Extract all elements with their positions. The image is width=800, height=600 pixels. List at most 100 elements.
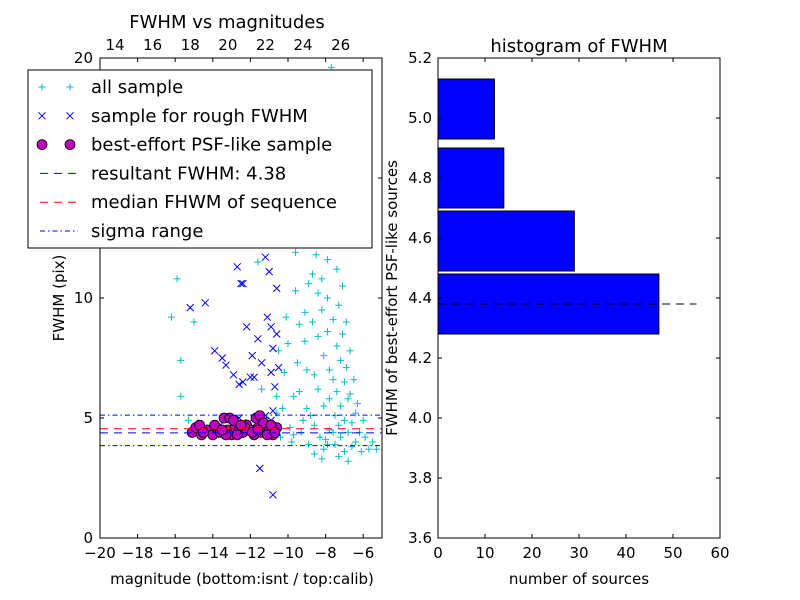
point-x-21	[267, 368, 275, 377]
point-circle-30	[209, 419, 221, 431]
point-plus-71	[333, 265, 341, 273]
point-plus-105	[318, 455, 326, 463]
point-x-18	[263, 313, 272, 322]
point-plus-22	[292, 287, 300, 295]
point-plus-95	[352, 438, 360, 446]
point-plus-48	[318, 275, 326, 283]
left-plot-area	[100, 64, 382, 499]
point-plus-106	[335, 452, 343, 460]
point-plus-50	[320, 352, 328, 360]
right-chart-title: histogram of FWHM	[490, 36, 667, 57]
point-plus-57	[323, 294, 331, 302]
fwhm-histogram-chart: histogram of FWHM 0 10 20 30 40 50 60 3.6 3.8 4.0…	[383, 36, 730, 588]
point-x-4	[222, 361, 230, 370]
point-plus-6	[190, 318, 198, 326]
point-x-7	[239, 279, 247, 288]
point-plus-9	[254, 258, 262, 266]
point-plus-92	[348, 443, 356, 451]
legend-entry-1: sample for rough FWHM	[38, 106, 308, 127]
fwhm-vs-magnitude-chart: FWHM vs magnitudes −20 −18 −16 −14 −12 −10 −8−…	[27, 12, 383, 588]
right-x-axis-label: number of sources	[509, 570, 649, 588]
point-plus-14	[282, 313, 290, 321]
right-y-tick-label-0: 3.6	[408, 529, 432, 547]
point-x-15	[257, 358, 266, 367]
point-plus-77	[337, 356, 345, 364]
point-x-24	[274, 363, 283, 372]
point-plus-51	[320, 402, 328, 410]
point-x-12	[248, 351, 257, 360]
legend-label-0: all sample	[91, 77, 183, 98]
point-plus-94	[352, 409, 360, 417]
series-x	[186, 253, 283, 499]
left-chart-title: FWHM vs magnitudes	[129, 12, 324, 33]
left-y-tick-label-4: 20	[74, 49, 93, 67]
point-plus-93	[350, 376, 358, 384]
right-x-tick-label-5: 50	[663, 544, 682, 562]
point-circle-38	[235, 419, 247, 431]
point-plus-91	[348, 419, 356, 427]
left-top-tick-label-5: 24	[293, 36, 312, 54]
left-top-tick-label-6: 26	[331, 36, 350, 54]
point-plus-114	[290, 431, 298, 439]
point-plus-4	[184, 416, 192, 424]
legend-label-2: best-effort PSF-like sample	[91, 135, 332, 156]
point-x-6	[237, 279, 245, 288]
left-top-tick-label-4: 22	[256, 36, 275, 54]
point-plus-110	[303, 366, 311, 374]
point-x-23	[272, 330, 281, 338]
left-top-tick-label-2: 18	[181, 36, 200, 54]
point-plus-107	[344, 457, 352, 465]
left-x-axis-label: magnitude (bottom:isnt / top:calib)	[110, 570, 374, 588]
point-x-38	[269, 406, 277, 415]
right-x-tick-label-2: 20	[522, 544, 541, 562]
right-y-tick-label-1: 3.8	[408, 469, 432, 487]
left-top-tick-label-3: 20	[218, 36, 237, 54]
point-plus-113	[275, 347, 283, 355]
point-plus-3	[177, 392, 185, 400]
point-x-10	[239, 378, 247, 386]
point-plus-42	[314, 332, 322, 340]
legend-entry-0: all sample	[38, 77, 183, 98]
point-plus-19	[288, 438, 296, 446]
right-x-tick-label-0: 0	[433, 544, 443, 562]
point-x-14	[254, 334, 262, 343]
point-plus-36	[310, 371, 318, 379]
point-plus-37	[310, 421, 318, 429]
left-x-tick-label-6: −8	[315, 544, 337, 562]
point-plus-41	[314, 289, 322, 297]
point-plus-73	[333, 388, 341, 396]
legend-marker-b-1	[66, 111, 74, 120]
point-x-9	[235, 380, 243, 389]
right-y-axis-label: FWHM of best-effort PSF-like sources	[383, 160, 401, 436]
point-x-25	[272, 284, 281, 293]
right-y-tick-label-3: 4.2	[408, 349, 432, 367]
point-plus-79	[337, 433, 345, 441]
point-plus-96	[354, 400, 362, 408]
left-x-tick-label-5: −10	[272, 544, 304, 562]
point-plus-72	[333, 342, 341, 350]
point-plus-40	[312, 251, 320, 259]
point-x-35	[269, 490, 277, 499]
point-plus-83	[340, 416, 348, 424]
point-x-1	[201, 298, 210, 307]
left-x-tick-label-4: −12	[235, 544, 267, 562]
legend-box	[27, 69, 373, 249]
point-plus-78	[337, 402, 345, 410]
left-y-tick-label-0: 0	[83, 529, 93, 547]
right-y-tick-label-2: 4.0	[408, 409, 432, 427]
left-x-tick-label-1: −18	[122, 544, 154, 562]
point-plus-1	[167, 313, 175, 321]
left-x-tick-label-0: −20	[84, 544, 116, 562]
point-plus-80	[339, 282, 347, 290]
point-plus-69	[331, 440, 339, 448]
left-top-tick-label-1: 16	[143, 36, 162, 54]
point-circle-37	[216, 424, 228, 436]
point-plus-12	[273, 392, 281, 400]
legend-marker-a-0	[38, 83, 46, 91]
point-circle-32	[231, 429, 243, 441]
point-plus-90	[346, 390, 354, 398]
point-plus-60	[325, 395, 333, 403]
point-plus-81	[339, 330, 347, 338]
point-plus-52	[320, 445, 328, 453]
